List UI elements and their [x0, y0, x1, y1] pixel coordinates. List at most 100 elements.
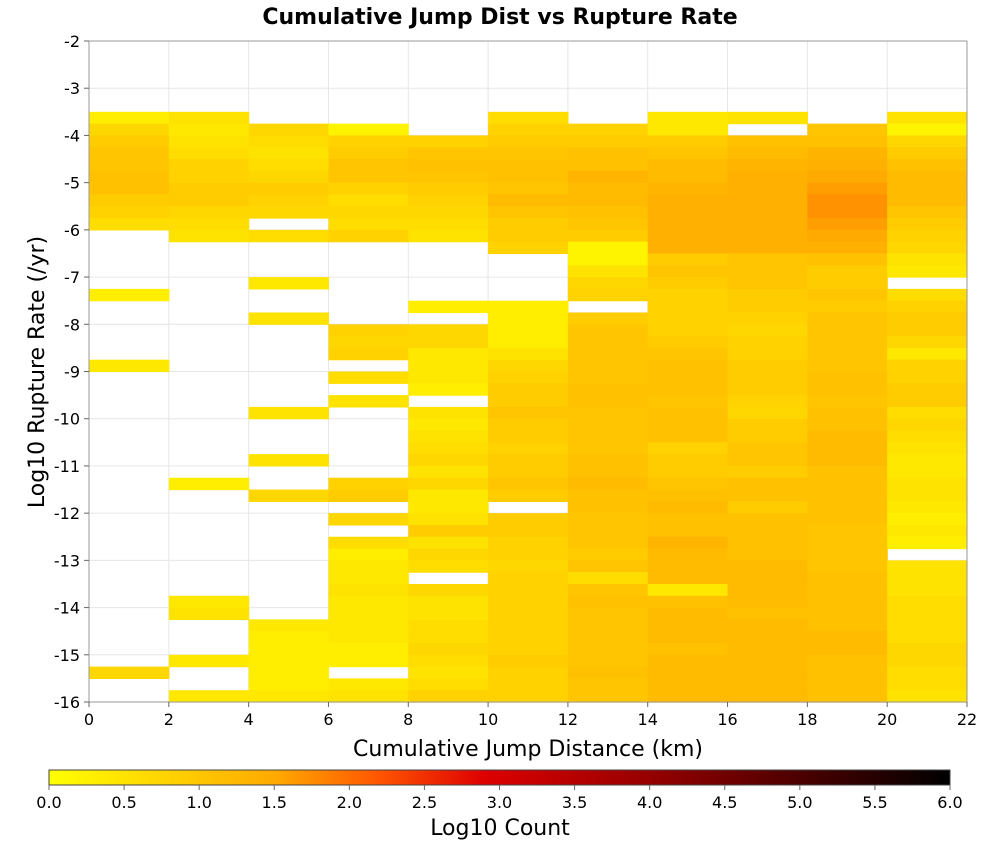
heatmap-cell	[727, 572, 808, 585]
heatmap-cell	[567, 430, 649, 443]
heatmap-cell	[488, 135, 569, 148]
heatmap-cell	[408, 135, 489, 148]
heatmap-cell	[727, 654, 808, 668]
heatmap-cell	[567, 690, 649, 703]
heatmap-cell	[567, 265, 649, 278]
heatmap-cell	[488, 347, 569, 361]
heatmap-cell	[647, 430, 729, 443]
y-tick-label: -7	[64, 268, 80, 287]
heatmap-cell	[647, 501, 729, 514]
heatmap-cell	[647, 123, 729, 137]
heatmap-cell	[807, 159, 888, 172]
heatmap-cell	[408, 300, 489, 314]
heatmap-cell	[807, 288, 888, 302]
heatmap-cell	[647, 229, 729, 243]
heatmap-cell	[807, 654, 888, 668]
heatmap-cell	[488, 536, 569, 550]
chart-title: Cumulative Jump Dist vs Rupture Rate	[262, 5, 737, 30]
heatmap-cell	[567, 288, 649, 302]
heatmap-cell	[887, 418, 968, 432]
heatmap-cell	[488, 454, 569, 467]
heatmap-cell	[168, 111, 250, 125]
y-tick-label: -9	[64, 363, 80, 382]
heatmap-cell	[727, 631, 808, 644]
heatmap-cell	[647, 300, 729, 314]
heatmap-cell	[887, 560, 968, 573]
heatmap-cell	[887, 218, 968, 231]
heatmap-cell	[727, 253, 808, 266]
heatmap-cell	[807, 206, 888, 219]
heatmap-cell	[647, 489, 729, 502]
heatmap-cell	[727, 595, 808, 609]
heatmap-cell	[727, 371, 808, 384]
heatmap-cell	[727, 218, 808, 231]
heatmap-cell	[647, 678, 729, 691]
heatmap-cell	[807, 253, 888, 266]
colorbar-tick-label: 5.5	[862, 793, 887, 812]
heatmap-cell	[647, 631, 729, 644]
heatmap-cell	[887, 324, 968, 337]
heatmap-cell	[727, 690, 808, 703]
colorbar-tick-label: 0.0	[36, 793, 61, 812]
heatmap-cell	[567, 642, 649, 656]
heatmap-cell	[408, 666, 489, 679]
heatmap-cell	[89, 218, 170, 231]
heatmap-cell	[887, 170, 968, 184]
heatmap-cell	[328, 631, 409, 644]
colorbar-tick-label: 0.5	[111, 793, 136, 812]
heatmap-cell	[567, 583, 649, 597]
heatmap-cell	[408, 218, 489, 231]
heatmap-cell	[807, 147, 888, 160]
heatmap-cell	[727, 678, 808, 691]
heatmap-cell	[567, 194, 649, 207]
heatmap-cell	[168, 607, 250, 620]
heatmap-cell	[887, 383, 968, 396]
heatmap-cell	[408, 206, 489, 219]
heatmap-cell	[887, 513, 968, 526]
heatmap-cell	[488, 595, 569, 609]
heatmap-cell	[807, 642, 888, 656]
heatmap-cell	[807, 312, 888, 325]
heatmap-cell	[807, 241, 888, 255]
heatmap-cell	[647, 465, 729, 479]
heatmap-cell	[807, 548, 888, 561]
heatmap-cell	[887, 135, 968, 148]
heatmap-cell	[887, 654, 968, 668]
heatmap-cell	[727, 182, 808, 196]
heatmap-cell	[727, 548, 808, 561]
heatmap-cell	[567, 595, 649, 609]
heatmap-cell	[887, 147, 968, 160]
heatmap-cell	[408, 654, 489, 668]
heatmap-cell	[488, 418, 569, 432]
heatmap-cell	[408, 536, 489, 550]
heatmap-cell	[807, 607, 888, 620]
heatmap-cell	[488, 194, 569, 207]
heatmap-cell	[807, 359, 888, 373]
heatmap-cell	[488, 619, 569, 632]
heatmap-cell	[567, 312, 649, 325]
heatmap-cell	[887, 619, 968, 632]
colorbar-tick-label: 4.5	[712, 793, 737, 812]
heatmap-cell	[328, 560, 409, 573]
heatmap-cell	[727, 489, 808, 502]
colorbar-tick-label: 2.5	[412, 793, 437, 812]
heatmap-cell	[727, 336, 808, 349]
heatmap-cell	[168, 206, 250, 219]
heatmap-cell	[887, 454, 968, 467]
heatmap-cell	[168, 135, 250, 148]
heatmap-cell	[647, 654, 729, 668]
heatmap-cell	[488, 678, 569, 691]
heatmap-cell	[328, 548, 409, 561]
heatmap-cell	[727, 395, 808, 408]
heatmap-cell	[567, 619, 649, 632]
heatmap-cell	[887, 477, 968, 491]
heatmap-cell	[887, 642, 968, 656]
heatmap-cell	[887, 123, 968, 137]
heatmap-cell	[887, 489, 968, 502]
heatmap-cell	[248, 206, 330, 219]
heatmap-cell	[647, 442, 729, 455]
heatmap-cell	[328, 619, 409, 632]
heatmap-cell	[488, 654, 569, 668]
heatmap-cell	[248, 147, 330, 160]
heatmap-cell	[647, 454, 729, 467]
